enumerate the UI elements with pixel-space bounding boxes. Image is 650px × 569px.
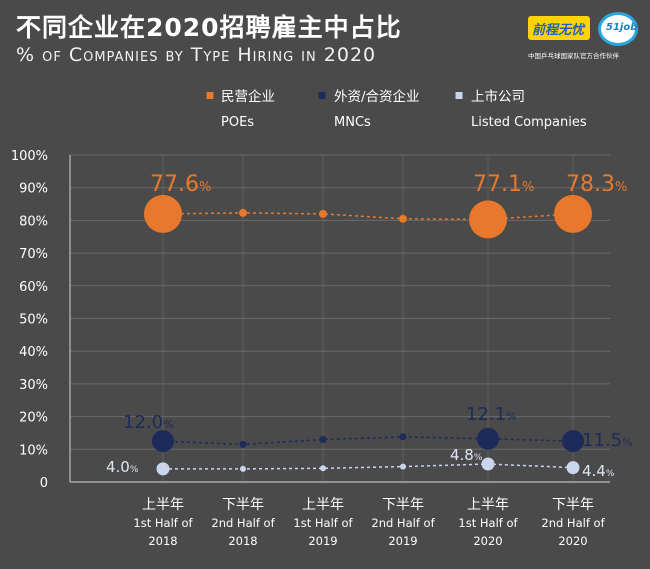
data-label-unit: % — [130, 465, 139, 475]
x-tick-label-year: 2019 — [388, 534, 417, 548]
x-tick-label-en: 1st Half of — [133, 516, 193, 530]
data-label-value: 78.3 — [566, 172, 615, 197]
y-tick-label: 0 — [40, 476, 48, 491]
data-point-poe — [239, 208, 247, 217]
x-tick-label-en: 2nd Half of — [211, 516, 275, 530]
chart-title-en: % of Companies by Type Hiring in 2020 — [16, 44, 377, 66]
legend-label-cn-mnc: 外资/合资企业 — [334, 88, 420, 105]
y-tick-label: 20% — [19, 411, 48, 426]
data-point-poe — [144, 194, 182, 233]
data-point-listed — [566, 461, 580, 475]
data-label-value: 4.4 — [582, 462, 606, 480]
x-tick-label-cn: 下半年 — [222, 497, 264, 513]
data-point-poe — [469, 200, 507, 239]
y-tick-label: 70% — [19, 247, 48, 262]
y-tick-label: 90% — [19, 182, 48, 197]
legend-marker-poe — [206, 92, 214, 99]
legend-marker-listed — [455, 92, 463, 99]
logo-badge — [528, 16, 590, 40]
data-label-unit: % — [522, 180, 534, 195]
data-label-value: 77.6 — [150, 172, 199, 197]
x-tick-label-cn: 下半年 — [382, 497, 424, 513]
data-label-value: 11.5 — [582, 430, 622, 451]
data-point-listed — [320, 465, 326, 472]
y-tick-label: 30% — [19, 378, 48, 393]
data-point-poe — [399, 214, 407, 223]
legend-label-en-poe: POEs — [221, 115, 254, 130]
data-label-unit: % — [506, 410, 516, 423]
data-label-value: 12.1 — [466, 404, 506, 425]
data-label-poe: 78.3% — [566, 172, 627, 197]
y-tick-label: 80% — [19, 214, 48, 229]
series-line-listed — [163, 463, 574, 470]
data-point-mnc — [477, 427, 499, 450]
legend-label-cn-poe: 民营企业 — [221, 88, 275, 105]
chart-title-cn: 不同企业在2020招聘雇主中占比 — [16, 13, 402, 42]
data-label-value: 4.8 — [450, 446, 474, 464]
x-tick-label-cn: 上半年 — [302, 497, 344, 513]
data-label-unit: % — [606, 469, 615, 479]
x-tick-label-year: 2019 — [308, 534, 337, 548]
data-label-listed: 4.4% — [582, 462, 615, 480]
legend-marker-mnc — [318, 92, 326, 99]
data-point-mnc — [239, 440, 247, 448]
data-point-poe — [319, 209, 327, 218]
data-label-mnc: 12.0% — [123, 412, 174, 433]
logo-tagline: 中国乒乓球国家队官方合作伙伴 — [528, 52, 619, 60]
y-tick-label: 100% — [11, 149, 48, 164]
data-label-unit: % — [199, 180, 211, 195]
data-label-value: 12.0 — [123, 412, 163, 433]
x-tick-label-year: 2020 — [473, 534, 502, 548]
data-label-unit: % — [163, 418, 173, 431]
x-tick-label-cn: 上半年 — [142, 497, 184, 513]
data-label-poe: 77.6% — [150, 172, 211, 197]
x-tick-label-en: 2nd Half of — [371, 516, 435, 530]
data-label-value: 77.1 — [473, 172, 522, 197]
logo-circle-text: 51job — [606, 22, 638, 33]
y-tick-label: 60% — [19, 280, 48, 295]
series-line-poe — [162, 212, 574, 221]
data-label-mnc: 12.1% — [466, 404, 517, 425]
y-tick-label: 50% — [19, 313, 48, 328]
x-tick-label-en: 1st Half of — [293, 516, 353, 530]
legend-label-en-listed: Listed Companies — [471, 115, 587, 130]
data-label-value: 4.0 — [106, 458, 130, 476]
data-point-mnc — [152, 430, 174, 453]
data-label-listed: 4.8% — [450, 446, 483, 464]
x-tick-label-year: 2020 — [558, 534, 587, 548]
series-line-mnc — [162, 436, 574, 446]
x-tick-label-year: 2018 — [148, 534, 177, 548]
data-label-unit: % — [474, 453, 483, 463]
brand-logo: 前程无忧 51job 中国乒乓球国家队官方合作伙伴 — [528, 6, 646, 66]
data-label-listed: 4.0% — [106, 458, 139, 476]
y-tick-label: 40% — [19, 345, 48, 360]
x-tick-label-en: 2nd Half of — [541, 516, 605, 530]
x-tick-label-cn: 上半年 — [467, 497, 509, 513]
y-tick-label: 10% — [19, 443, 48, 458]
data-point-mnc — [319, 436, 327, 443]
data-label-mnc: 11.5% — [582, 430, 633, 451]
data-point-mnc — [562, 430, 584, 453]
data-label-unit: % — [622, 436, 632, 449]
x-tick-label-cn: 下半年 — [552, 497, 594, 513]
data-point-mnc — [399, 433, 407, 441]
logo-brand-text: 前程无忧 — [532, 23, 585, 38]
logo-circle-icon — [598, 12, 638, 46]
x-tick-label-year: 2018 — [228, 534, 257, 548]
data-point-listed — [240, 465, 246, 472]
data-point-poe — [554, 194, 592, 233]
data-point-listed — [400, 463, 406, 470]
legend-label-cn-listed: 上市公司 — [471, 88, 525, 105]
legend-label-en-mnc: MNCs — [334, 115, 371, 130]
data-label-unit: % — [615, 180, 627, 195]
data-point-listed — [481, 457, 495, 471]
data-point-listed — [156, 462, 170, 476]
data-label-poe: 77.1% — [473, 172, 534, 197]
x-tick-label-en: 1st Half of — [458, 516, 518, 530]
